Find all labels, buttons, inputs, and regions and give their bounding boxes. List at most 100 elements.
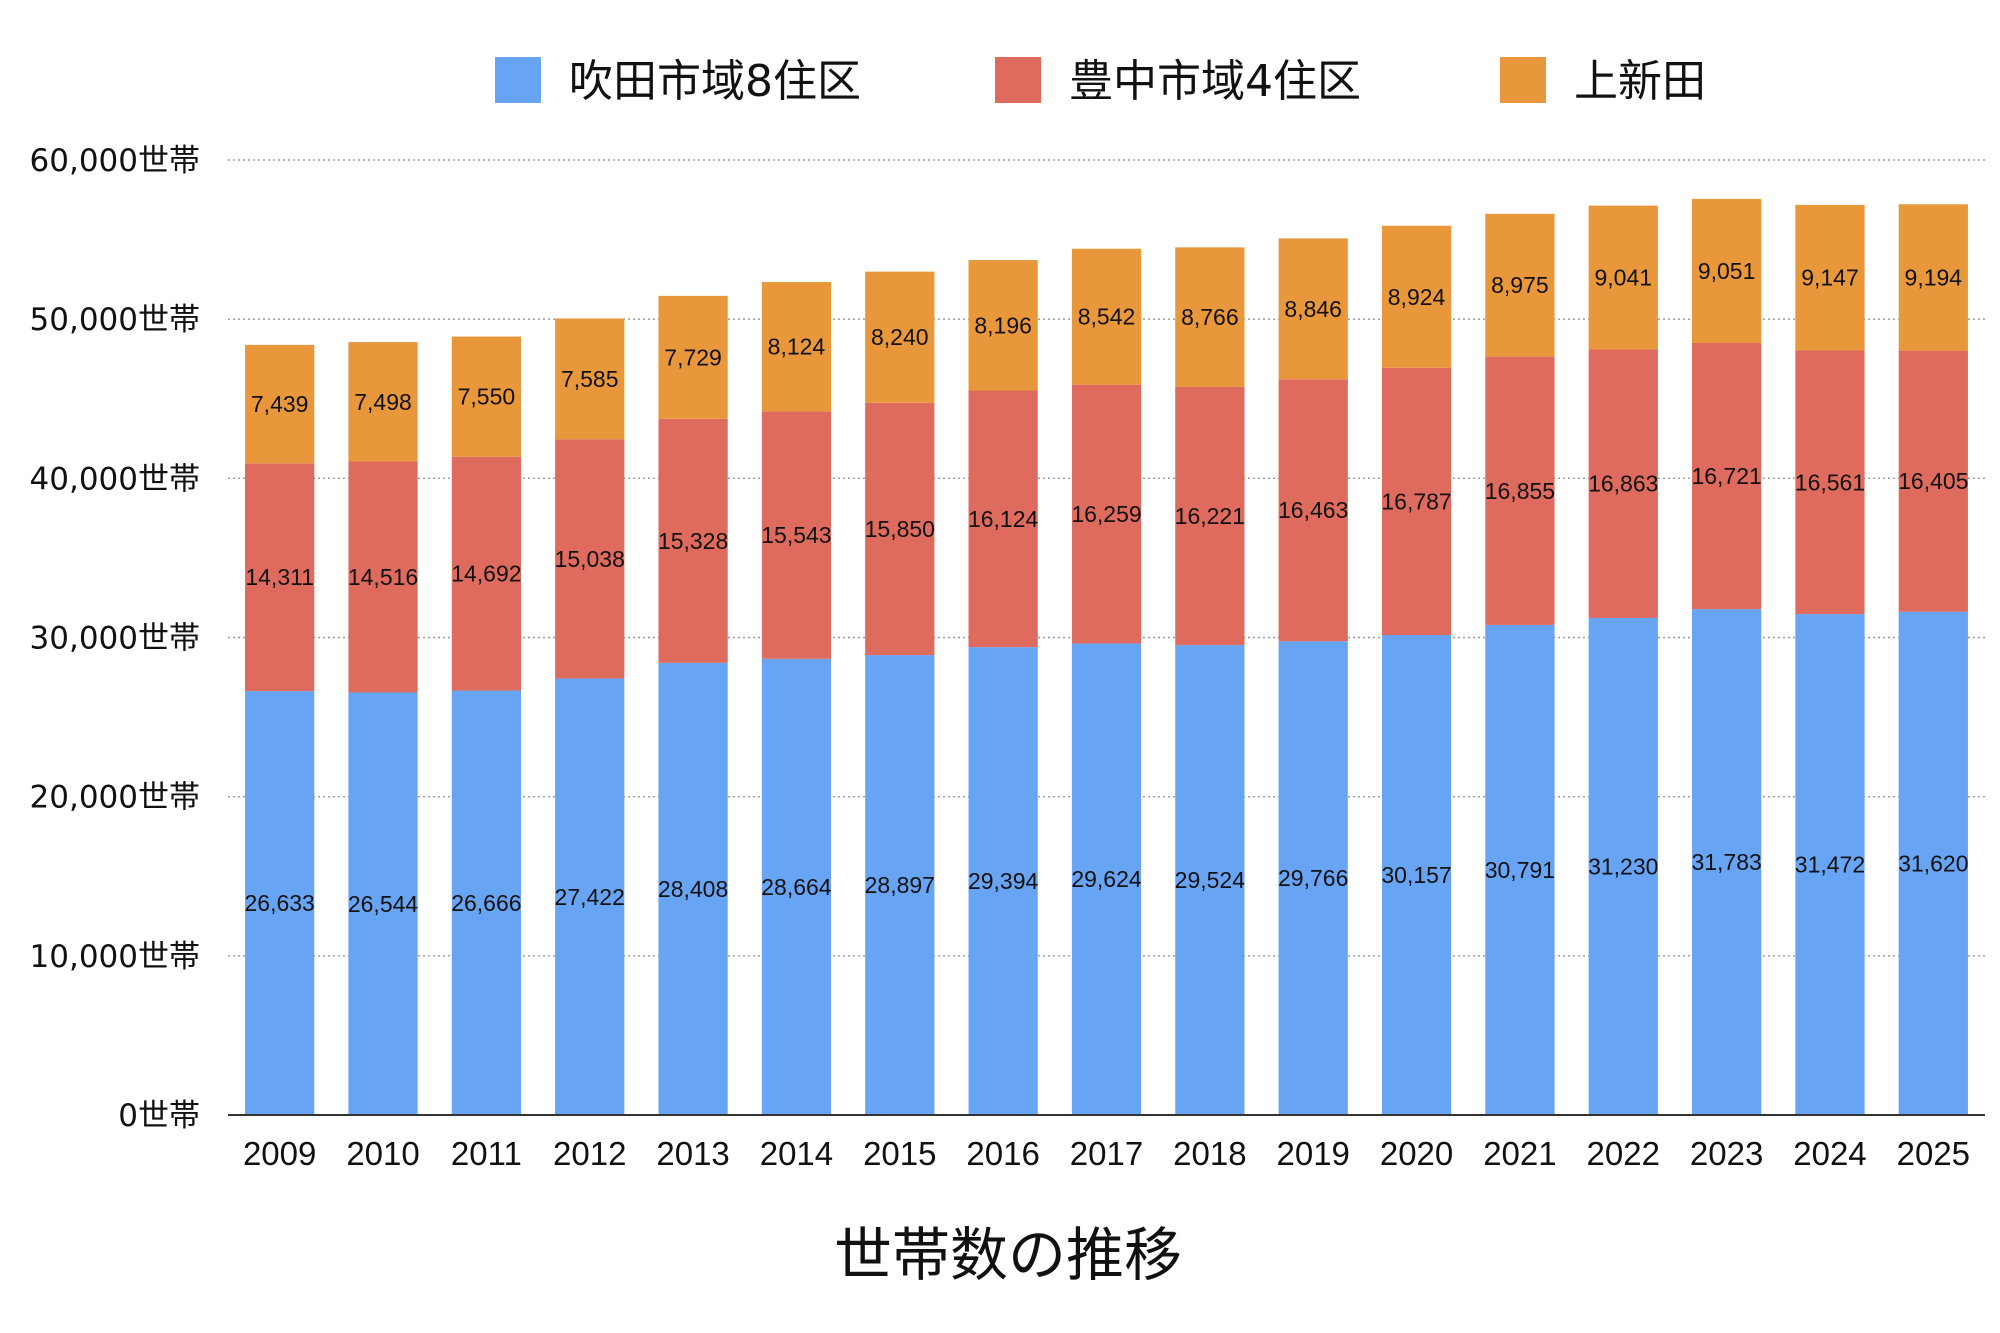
data-label: 8,542 <box>1078 304 1136 330</box>
bar-segment <box>1381 225 1452 368</box>
bars: 26,633 14,311 7,439 26,544 14,516 7,498 26,666… <box>244 198 1969 1115</box>
data-label: 7,729 <box>664 344 722 370</box>
data-label: 16,124 <box>968 506 1039 532</box>
bar-segment <box>451 690 522 1115</box>
data-label: 9,194 <box>1905 264 1963 290</box>
data-label: 16,221 <box>1175 503 1245 529</box>
bar-segment <box>1278 238 1348 380</box>
data-label: 8,766 <box>1181 304 1239 330</box>
data-label: 28,664 <box>761 874 832 900</box>
x-tick-label: 2023 <box>1690 1135 1763 1172</box>
bar-segment <box>1691 609 1762 1115</box>
bar-segment <box>348 692 418 1115</box>
legend-swatch <box>1500 57 1546 103</box>
bar-segment <box>1381 367 1452 636</box>
bar-segment <box>1485 624 1555 1115</box>
bar-segment <box>761 411 832 659</box>
data-label: 28,408 <box>658 876 728 902</box>
bar-segment <box>658 418 728 663</box>
bar-segment <box>555 439 625 679</box>
x-tick-label: 2022 <box>1587 1135 1660 1172</box>
data-label: 14,311 <box>245 564 314 590</box>
bar-segment <box>245 691 315 1115</box>
x-tick-label: 2010 <box>346 1135 419 1172</box>
chart-legend: 吹田市域8住区 豊中市域4住区 上新田 <box>495 56 1706 107</box>
bar-segment <box>761 282 832 412</box>
data-label: 9,041 <box>1594 265 1652 291</box>
x-tick-label: 2015 <box>863 1135 936 1172</box>
bar-segment <box>1588 617 1658 1115</box>
data-label: 8,975 <box>1491 272 1549 298</box>
legend-label: 吹田市域8住区 <box>569 56 861 107</box>
bar-segment <box>865 402 935 656</box>
data-label: 30,791 <box>1485 857 1555 883</box>
data-label: 8,846 <box>1284 296 1342 322</box>
bar-segment <box>1175 645 1245 1115</box>
data-label: 28,897 <box>865 872 935 898</box>
bar-segment <box>245 463 315 692</box>
bar-segment <box>1795 614 1865 1115</box>
bar-segment <box>1278 379 1348 642</box>
bar-segment <box>555 318 625 440</box>
bar-segment <box>1485 213 1555 357</box>
bar-segment <box>1071 384 1142 644</box>
data-label: 7,585 <box>561 366 619 392</box>
bar-segment <box>348 461 418 693</box>
bar-segment <box>968 260 1038 391</box>
y-tick-label: 40,000世帯 <box>30 461 200 497</box>
y-tick-label: 10,000世帯 <box>30 939 200 975</box>
bar-segment <box>865 655 935 1115</box>
data-label: 29,394 <box>968 868 1039 894</box>
legend-label: 上新田 <box>1574 56 1706 107</box>
bar-segment <box>658 295 728 419</box>
bar-segment <box>1588 349 1658 618</box>
x-tick-label: 2021 <box>1483 1135 1556 1172</box>
data-label: 31,230 <box>1588 853 1658 879</box>
data-label: 29,624 <box>1071 866 1142 892</box>
bar-segment <box>1795 204 1865 351</box>
y-tick-label: 20,000世帯 <box>30 780 200 816</box>
bar-segment <box>1898 350 1968 612</box>
data-label: 16,463 <box>1278 497 1348 523</box>
bar-segment <box>1071 643 1142 1115</box>
bar-segment <box>451 336 522 457</box>
data-label: 14,692 <box>451 561 521 587</box>
bar-segment <box>555 678 625 1115</box>
data-label: 16,787 <box>1381 488 1451 514</box>
bar-segment <box>1175 247 1245 387</box>
x-tick-label: 2013 <box>656 1135 729 1172</box>
bar-segment <box>1898 611 1968 1115</box>
data-label: 16,721 <box>1691 463 1761 489</box>
x-tick-label: 2020 <box>1380 1135 1453 1172</box>
data-label: 27,422 <box>555 884 625 910</box>
bar-segment <box>1175 386 1245 646</box>
data-label: 16,405 <box>1898 468 1968 494</box>
data-label: 31,472 <box>1795 852 1865 878</box>
y-tick-label: 60,000世帯 <box>30 143 200 179</box>
bar-segment <box>245 344 315 464</box>
bar-segment <box>865 271 935 403</box>
data-label: 14,516 <box>348 564 418 590</box>
bar-segment <box>1071 248 1142 385</box>
bar-segment <box>1898 204 1968 351</box>
chart-title: 世帯数の推移 <box>834 1221 1182 1289</box>
data-label: 9,147 <box>1801 265 1859 291</box>
data-label: 16,863 <box>1588 471 1658 497</box>
x-tick-label: 2025 <box>1897 1135 1970 1172</box>
bar-segment <box>968 647 1038 1115</box>
data-label: 29,766 <box>1278 865 1348 891</box>
data-label: 26,666 <box>451 890 521 916</box>
data-label: 30,157 <box>1381 862 1451 888</box>
y-tick-label: 0世帯 <box>118 1098 200 1134</box>
data-label: 8,124 <box>768 334 826 360</box>
y-axis-ticks: 0世帯 10,000世帯 20,000世帯 30,000世帯 40,000世帯 50,00… <box>30 143 200 1134</box>
data-label: 7,498 <box>354 389 412 415</box>
x-tick-label: 2018 <box>1173 1135 1246 1172</box>
legend-swatch <box>495 57 541 103</box>
bar-segment <box>1795 350 1865 615</box>
x-tick-label: 2017 <box>1070 1135 1143 1172</box>
bar-segment <box>1588 205 1658 350</box>
data-label: 7,550 <box>458 384 516 410</box>
x-tick-label: 2016 <box>966 1135 1039 1172</box>
